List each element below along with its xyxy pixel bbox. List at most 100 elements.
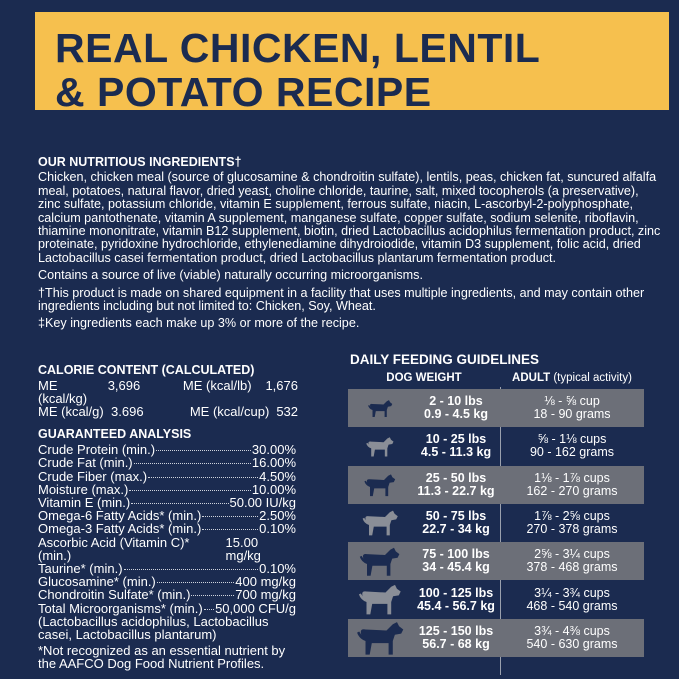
nutrient-label: Omega-3 Fatty Acids* (min.) (38, 521, 202, 537)
feeding-row: 100 - 125 lbs 45.4 - 56.7 kg 3¼ - 3¾ cups 4… (348, 580, 644, 618)
amount-grams: 540 - 630 grams (526, 636, 618, 651)
ingredients-heading: OUR NUTRITIOUS INGREDIENTS† (38, 155, 242, 169)
amount-cups: 2⅝ - 3¼ cups (534, 547, 610, 562)
feeding-row: 75 - 100 lbs 34 - 45.4 kg 2⅝ - 3¼ cups 378 … (348, 542, 644, 581)
key-ingredients-note: ‡Key ingredients each make up 3% or more… (38, 316, 360, 331)
live-microorganisms-note: Contains a source of live (viable) natur… (38, 268, 423, 283)
dot-leader (202, 529, 259, 531)
feeding-guidelines: DAILY FEEDING GUIDELINES DOG WEIGHT ADUL… (348, 352, 644, 675)
ingredients-list: Chicken, chicken meal (source of glucosa… (38, 170, 661, 265)
feeding-row: 125 - 150 lbs 56.7 - 68 kg 3¾ - 4⅜ cups 540… (348, 618, 644, 658)
nutrient-value: 10.00% (251, 481, 296, 497)
nutrient-label: Omega-6 Fatty Acids* (min.) (38, 508, 202, 524)
calorie-value: 1,676 (265, 378, 298, 393)
nutrient-label: Ascorbic Acid (Vitamin C)* (min.) (38, 534, 190, 563)
feeding-amount: ⅛ - ⅝ cup 18 - 90 grams (500, 395, 644, 421)
medium-dog-icon (348, 473, 412, 497)
bulldog-icon (348, 436, 412, 457)
weight-lbs: 125 - 150 lbs (418, 623, 494, 638)
analysis-row: Crude Fiber (max.) 4.50% (38, 468, 296, 484)
dog-weight: 10 - 25 lbs 4.5 - 11.3 kg (412, 433, 500, 459)
amount-grams: 270 - 378 grams (526, 522, 618, 537)
feeding-rows: 2 - 10 lbs 0.9 - 4.5 kg ⅛ - ⅝ cup 18 - 90 g… (348, 389, 644, 658)
giant-dog-icon (348, 620, 412, 656)
feeding-table: DOG WEIGHT ADULT (typical activity) 2 - … (348, 367, 644, 675)
weight-lbs: 50 - 75 lbs (425, 509, 487, 524)
analysis-row: Vitamin E (min.) 50.00 IU/kg (38, 496, 296, 509)
dot-leader (129, 489, 251, 491)
feeding-amount: 3¾ - 4⅜ cups 540 - 630 grams (500, 623, 644, 651)
dot-leader (148, 476, 259, 478)
nutrient-value: 16.00% (251, 455, 296, 471)
amount-cups: ⅝ - 1⅛ cups (537, 432, 607, 447)
nutrient-value: 30.00% (251, 442, 296, 458)
weight-kg: 45.4 - 56.7 kg (417, 598, 495, 613)
dot-leader (123, 569, 259, 571)
weight-kg: 11.3 - 22.7 kg (417, 483, 495, 498)
calorie-value: 532 (276, 404, 299, 419)
dot-leader (133, 463, 251, 465)
weight-lbs: 2 - 10 lbs (429, 394, 483, 409)
nutrient-value: 0.10% (259, 521, 296, 537)
nutrient-label: Crude Fiber (max.) (38, 468, 148, 484)
weight-kg: 4.5 - 11.3 kg (420, 445, 492, 460)
dot-leader (202, 516, 259, 518)
calorie-label: ME (kcal/lb) (182, 378, 252, 393)
activity-label: (typical activity) (550, 372, 632, 384)
nutrient-value: 2.50% (259, 508, 296, 524)
dot-leader (191, 595, 235, 597)
nutrient-value: 50,000 CFU/g (215, 600, 296, 616)
ingredients-section: OUR NUTRITIOUS INGREDIENTS† Chicken, chi… (38, 155, 663, 335)
column-divider (500, 387, 501, 675)
allergen-note: †This product is made on shared equipmen… (38, 285, 645, 314)
adult-label: ADULT (512, 372, 551, 384)
nutrient-value: 400 mg/kg (235, 574, 296, 590)
dot-leader (131, 503, 229, 505)
amount-cups: 3¼ - 3¾ cups (534, 585, 610, 600)
analysis-row: Taurine* (min.) 0.10% (38, 562, 296, 575)
dog-weight: 25 - 50 lbs 11.3 - 22.7 kg (412, 471, 500, 498)
nutrient-label: Taurine* (min.) (38, 561, 123, 577)
nutrient-value: 700 mg/kg (235, 587, 296, 603)
analysis-rows: Crude Protein (min.) 30.00% Crude Fat (min… (38, 443, 296, 615)
dog-weight-header: DOG WEIGHT (386, 372, 462, 384)
calorie-label: ME (kcal/g) (38, 404, 104, 419)
feeding-row: 2 - 10 lbs 0.9 - 4.5 kg ⅛ - ⅝ cup 18 - 90 g… (348, 389, 644, 428)
adult-header: ADULT (typical activity) (500, 372, 644, 384)
dog-weight: 75 - 100 lbs 34 - 45.4 kg (412, 548, 500, 574)
calorie-value: 3,696 (107, 378, 141, 393)
calorie-label: ME (kcal/kg) (38, 378, 88, 406)
great-dane-icon (348, 546, 412, 577)
aafco-note: *Not recognized as an essential nutrient… (38, 643, 286, 672)
amount-cups: 1⅛ - 1⅞ cups (534, 470, 610, 485)
amount-grams: 162 - 270 grams (526, 483, 618, 498)
dot-leader (156, 450, 251, 452)
amount-grams: 90 - 162 grams (529, 445, 615, 460)
nutrient-label: Glucosamine* (min.) (38, 574, 156, 590)
nutrient-label: Moisture (max.) (38, 481, 129, 497)
feeding-amount: ⅝ - 1⅛ cups 90 - 162 grams (500, 433, 644, 459)
amount-grams: 468 - 540 grams (526, 598, 618, 613)
amount-grams: 378 - 468 grams (526, 560, 618, 575)
title-banner: REAL CHICKEN, LENTIL & POTATO RECIPE (35, 12, 669, 114)
title-line-1: REAL CHICKEN, LENTIL (55, 25, 541, 71)
weight-kg: 22.7 - 34 kg (422, 522, 490, 537)
dog-weight: 2 - 10 lbs 0.9 - 4.5 kg (412, 395, 500, 421)
amount-cups: 3¾ - 4⅜ cups (534, 623, 610, 638)
analysis-row: Ascorbic Acid (Vitamin C)* (min.) 15.00 m… (38, 534, 296, 563)
feeding-row: 50 - 75 lbs 22.7 - 34 kg 1⅞ - 2⅝ cups 270 -… (348, 504, 644, 542)
large-dog-icon (348, 509, 412, 536)
amount-cups: 1⅞ - 2⅝ cups (534, 509, 610, 524)
dot-leader (203, 608, 215, 610)
analysis-row: Chondroitin Sulfate* (min.) 700 mg/kg (38, 588, 296, 601)
analysis-heading: GUARANTEED ANALYSIS (38, 427, 192, 441)
dog-weight: 100 - 125 lbs 45.4 - 56.7 kg (412, 586, 500, 613)
nutrient-label: Chondroitin Sulfate* (min.) (38, 587, 191, 603)
nutrient-label: Crude Protein (min.) (38, 442, 156, 458)
feeding-amount: 2⅝ - 3¼ cups 378 - 468 grams (500, 548, 644, 574)
calorie-heading: CALORIE CONTENT (CALCULATED) (38, 363, 255, 377)
feeding-amount: 1⅛ - 1⅞ cups 162 - 270 grams (500, 470, 644, 498)
amount-cups: ⅛ - ⅝ cup (544, 394, 600, 409)
analysis-row: Crude Protein (min.) 30.00% (38, 443, 296, 456)
guaranteed-analysis-section: GUARANTEED ANALYSIS Crude Protein (min.)… (38, 427, 296, 672)
